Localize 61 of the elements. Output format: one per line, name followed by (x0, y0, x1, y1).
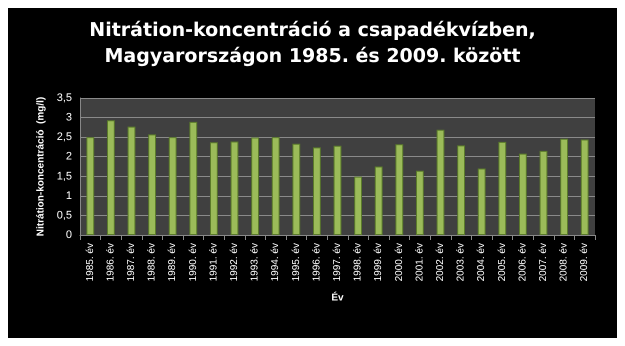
x-tick-label: 2002. év (435, 243, 446, 282)
bar (168, 137, 177, 235)
x-tick-label: 2006. év (517, 243, 528, 282)
y-tick-label: 3 (66, 112, 72, 124)
bar (334, 146, 342, 235)
bar (374, 166, 383, 235)
x-tick-label: 1994. év (270, 243, 282, 282)
x-tick-label: 1987. év (126, 243, 137, 282)
bar (312, 147, 321, 235)
bar (560, 138, 568, 235)
bar (128, 126, 136, 235)
x-tick-label: 1993. év (250, 243, 261, 282)
x-tick-label: 1988. év (146, 243, 158, 282)
chart-title: Nitrátion-koncentráció a csapadékvízben, Magyarországon 1985. és 2009. között (89, 19, 536, 67)
x-tick-label: 2003. év (456, 243, 467, 282)
x-tick-label: 1986. év (105, 243, 116, 282)
x-tick-label: 2008. év (558, 243, 570, 282)
bar (457, 145, 466, 235)
bar (251, 138, 260, 235)
x-tick-label: 1998. év (352, 243, 364, 282)
bar (436, 130, 444, 235)
bar (210, 142, 218, 235)
x-tick-label: 1999. év (373, 243, 384, 282)
bar (86, 137, 94, 235)
bar (230, 141, 238, 235)
x-tick-label: 2000. év (394, 243, 405, 282)
x-tick-label: 1991. év (208, 243, 220, 282)
y-tick-label: 3,5 (56, 92, 72, 104)
x-tick-label: 1992. év (229, 243, 240, 282)
bar (540, 150, 548, 235)
bar (106, 120, 115, 235)
bar (272, 137, 280, 235)
bar (498, 142, 506, 235)
x-tick-label: 1997. év (332, 243, 343, 282)
bar (148, 134, 156, 235)
x-tick-label: 1995. év (290, 243, 302, 282)
x-tick-label: 2007. év (538, 243, 549, 282)
bar (189, 122, 198, 235)
x-tick-label: 1990. év (188, 243, 199, 282)
y-tick-label: 1 (66, 190, 72, 202)
bar (580, 139, 589, 235)
x-tick-label: 1985. év (84, 243, 96, 282)
x-tick-label: 2005. év (496, 243, 508, 282)
y-tick-label: 1,5 (56, 170, 72, 182)
x-tick-label: 1996. év (311, 243, 322, 282)
y-tick-label: 2 (66, 150, 72, 163)
bar (395, 144, 404, 235)
y-axis-title: Nitrátion-koncentráció (mg/l) (35, 96, 46, 236)
x-tick-label: 2001. év (414, 243, 426, 282)
bar (478, 168, 486, 235)
bar (292, 144, 300, 235)
bar (354, 176, 362, 235)
x-tick-label: 2009. év (579, 243, 590, 282)
y-tick-label: 0 (66, 229, 72, 241)
x-axis-title: Év (331, 292, 344, 304)
bar (416, 170, 424, 235)
y-tick-label: 0,5 (56, 209, 72, 222)
bar (518, 154, 527, 235)
x-tick-label: 1989. év (167, 243, 178, 282)
x-tick-label: 2004. év (476, 243, 488, 282)
y-tick-label: 2,5 (56, 131, 72, 144)
